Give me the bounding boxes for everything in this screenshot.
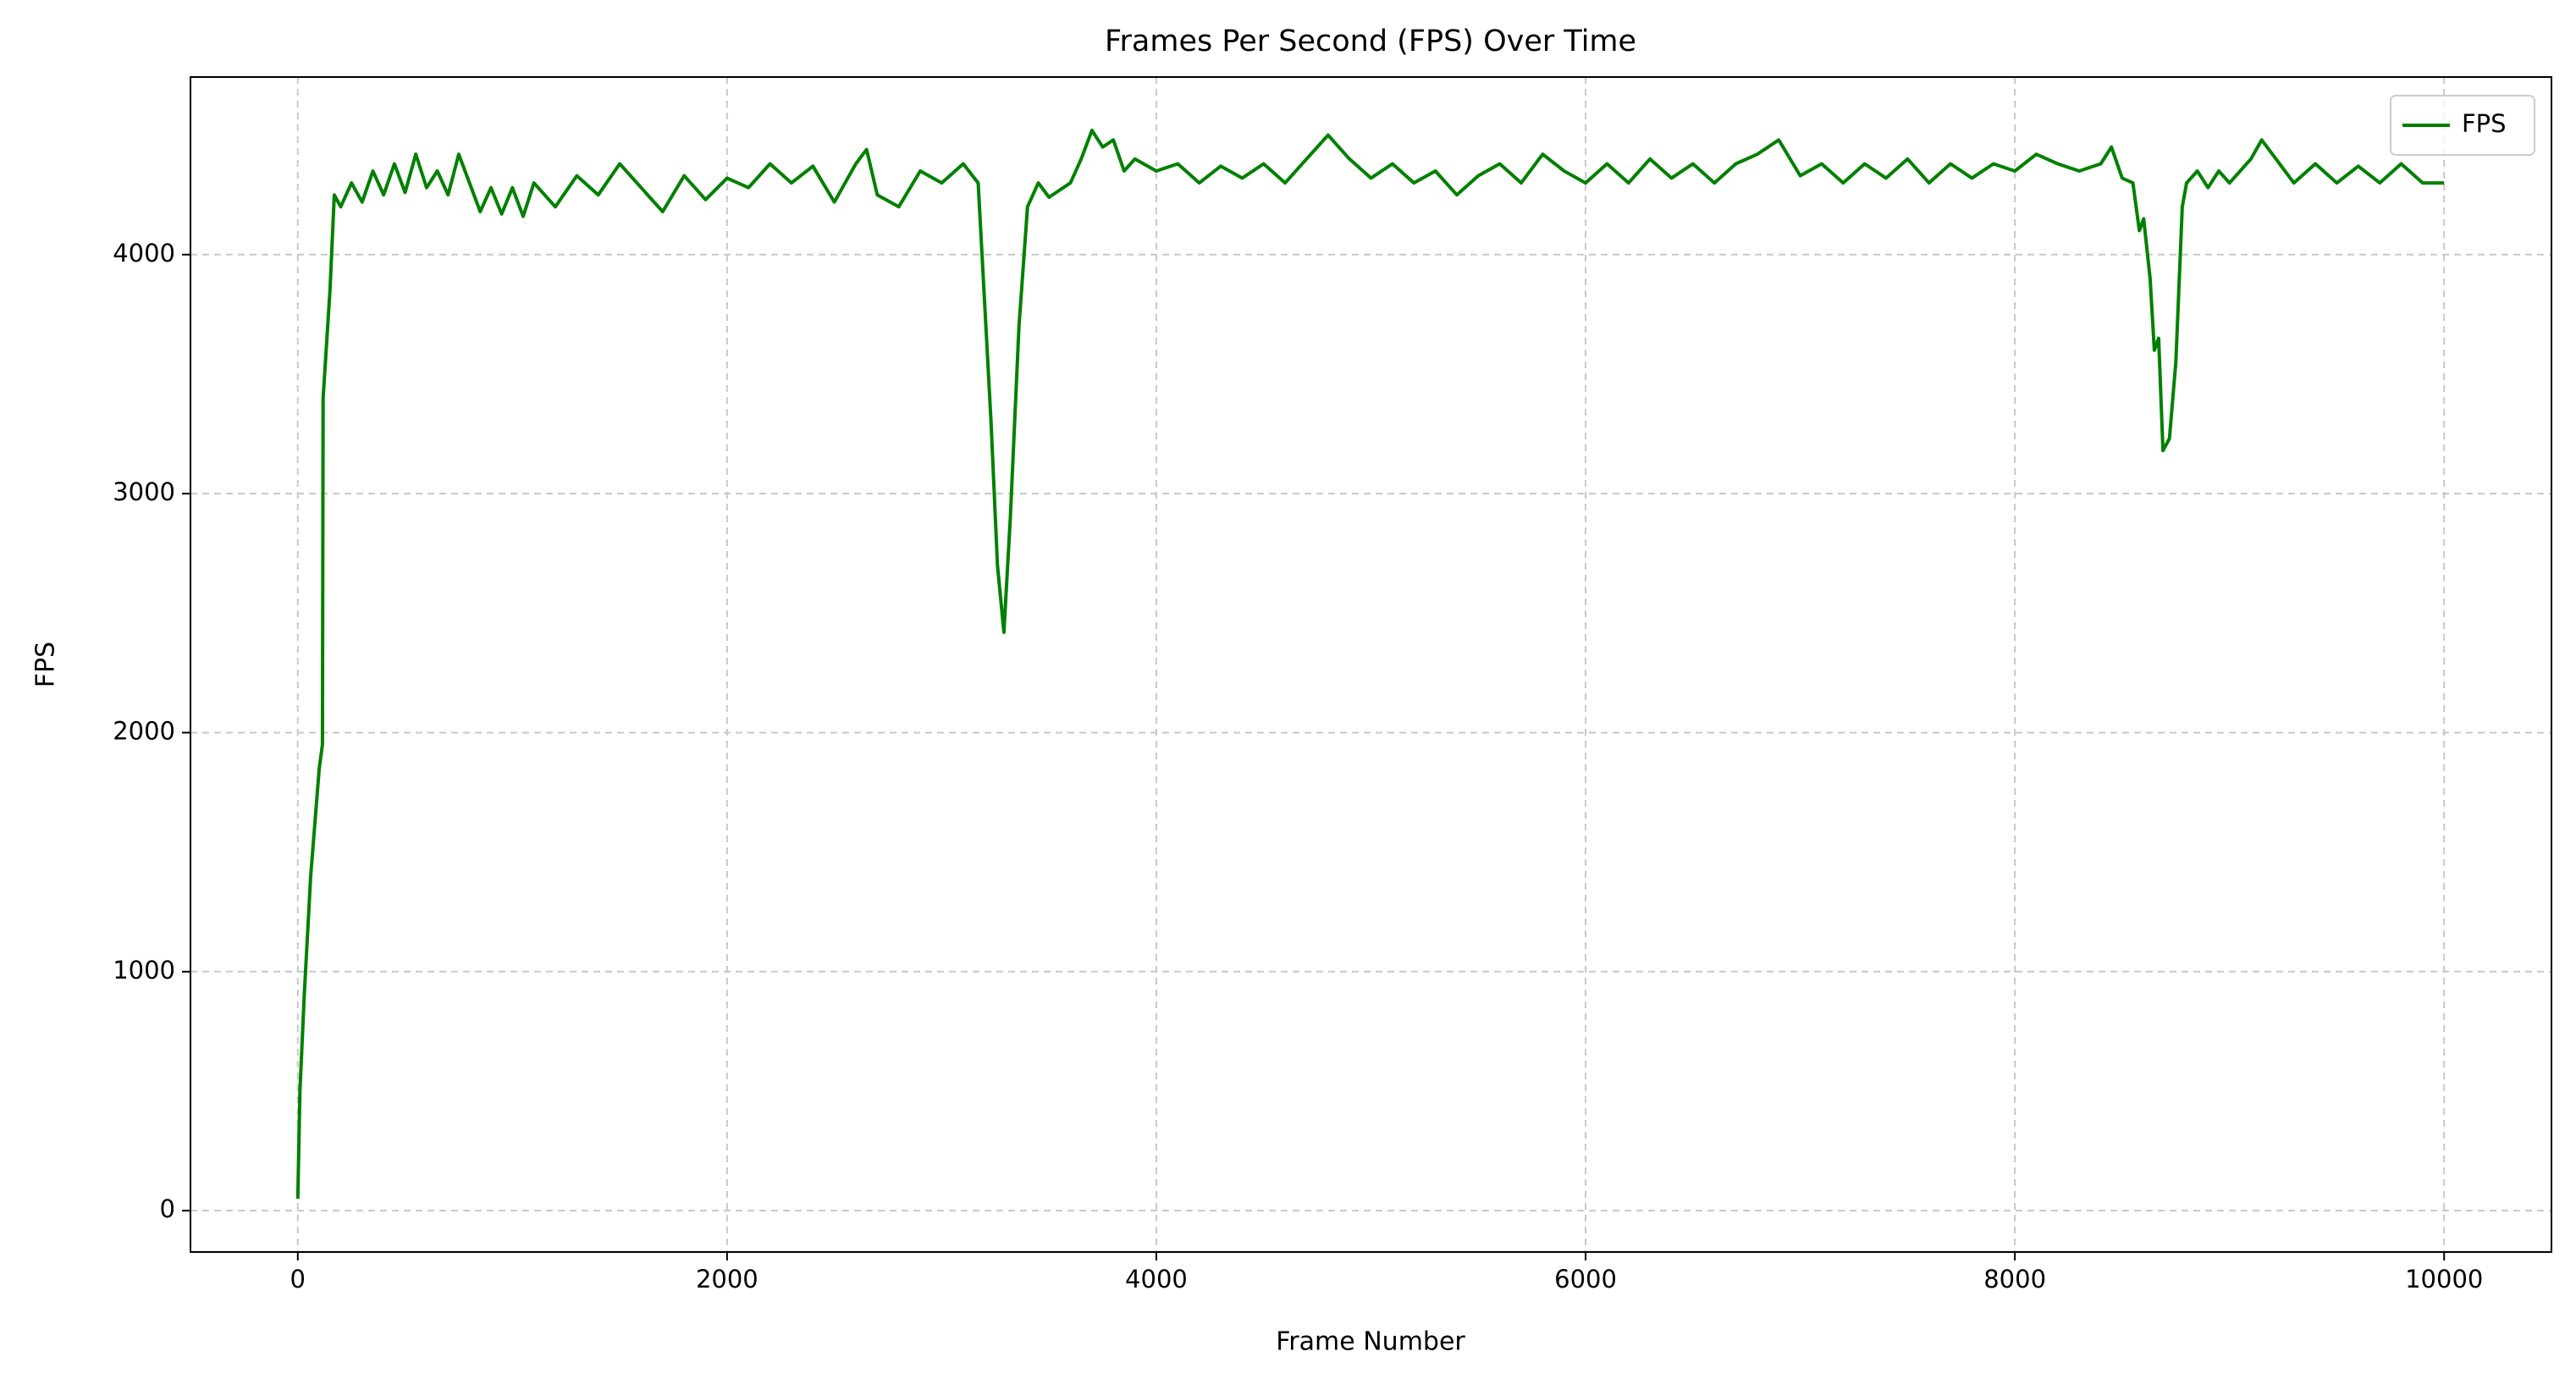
x-tick-label: 6000 [1554, 1265, 1617, 1293]
data-line [295, 129, 2445, 1200]
y-tick-label: 3000 [113, 477, 175, 506]
y-tick-label: 2000 [113, 716, 175, 745]
y-axis-label: FPS [31, 642, 61, 687]
x-tick-label: 0 [290, 1265, 306, 1293]
x-axis-label: Frame Number [1276, 1327, 1465, 1357]
x-tick-label: 4000 [1125, 1265, 1188, 1293]
x-tick-label: 2000 [696, 1265, 758, 1293]
y-tick-label: 0 [160, 1194, 175, 1223]
x-tick-label: 8000 [1983, 1265, 2046, 1293]
y-tick-label: 1000 [113, 956, 175, 985]
legend-label: FPS [2462, 109, 2507, 138]
legend-box [2390, 95, 2535, 156]
plot-frame [190, 76, 2552, 1253]
x-tick-label: 10000 [2405, 1265, 2483, 1293]
y-tick-label: 4000 [113, 239, 175, 268]
chart-title: Frames Per Second (FPS) Over Time [1105, 25, 1636, 58]
